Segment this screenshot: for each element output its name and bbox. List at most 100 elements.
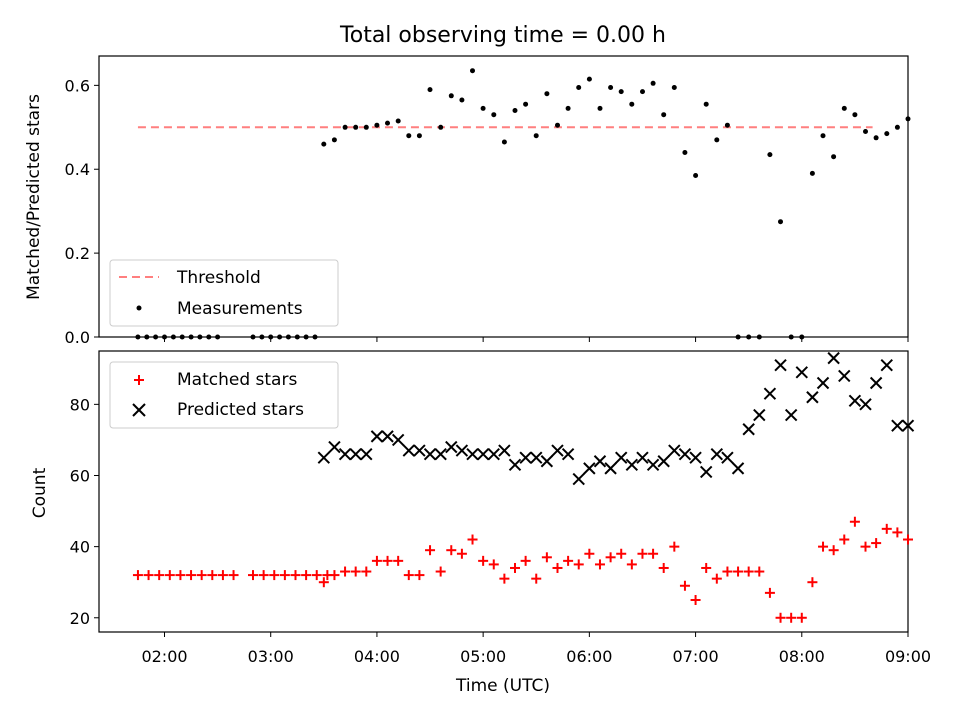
matched-star-marker (446, 545, 457, 556)
predicted-star-marker (753, 408, 766, 422)
matched-star-marker (849, 516, 860, 527)
measurement-point (576, 85, 582, 90)
matched-star-marker (722, 566, 733, 577)
predicted-star-marker (774, 359, 787, 372)
measurement-point (841, 105, 847, 111)
measurement-point (682, 150, 688, 155)
predicted-star-marker (795, 366, 808, 379)
predicted-star-marker (583, 462, 596, 475)
bottom-ytick-label: 40 (70, 538, 90, 557)
matched-star-marker (892, 527, 903, 538)
predicted-star-marker (646, 458, 660, 472)
measurement-point (703, 101, 709, 107)
matched-star-marker (132, 570, 143, 581)
predicted-star-marker (901, 419, 915, 432)
measurement-point (756, 334, 762, 340)
measurement-point (671, 85, 677, 90)
predicted-legend-swatch (132, 403, 146, 417)
measurement-point (778, 219, 783, 225)
predicted-star-marker (731, 462, 745, 475)
matched-star-marker (154, 570, 165, 581)
top-ytick-label: 0.4 (65, 160, 90, 179)
matched-star-marker (175, 570, 186, 581)
measurement-point (544, 91, 550, 97)
threshold-legend-label: Threshold (176, 268, 261, 288)
measurement-point (406, 133, 412, 139)
measurement-point (277, 334, 283, 340)
predicted-star-marker (869, 376, 883, 390)
matched-star-marker (754, 566, 765, 577)
xtick-label: 08:00 (779, 647, 825, 666)
measurement-point (873, 135, 879, 141)
predicted-star-marker (381, 430, 394, 443)
bottom-legend-box (109, 361, 339, 429)
measurement-point (303, 334, 309, 340)
measurement-point (321, 141, 327, 147)
measurement-point (714, 137, 720, 143)
matched-legend-swatch (134, 375, 144, 385)
measurement-point (586, 76, 592, 82)
matched-legend-label: Matched stars (177, 370, 297, 390)
xtick-label: 05:00 (460, 647, 506, 666)
measurement-point (197, 334, 203, 340)
matched-star-marker (881, 523, 892, 534)
measurement-point (501, 139, 507, 145)
predicted-legend-label: Predicted stars (177, 400, 304, 420)
measurement-point (153, 334, 159, 340)
measurements-legend-label: Measurements (177, 299, 303, 319)
measurement-point (512, 108, 518, 113)
matched-star-marker (164, 570, 175, 581)
predicted-star-marker (880, 359, 893, 372)
predicted-star-marker (721, 451, 734, 464)
measurement-point (259, 334, 265, 340)
measurements-legend-swatch (136, 305, 142, 311)
measurement-point (852, 112, 858, 118)
matched-star-marker (690, 594, 701, 605)
top-ytick-label: 0.0 (65, 328, 90, 347)
predicted-star-marker (423, 447, 437, 461)
bottom-xticks: 02:00 03:00 04:00 05:00 06:00 07:00 08:00 09:00 (141, 632, 931, 666)
matched-star-marker (371, 555, 382, 566)
measurement-point (448, 93, 454, 99)
measurement-point (459, 97, 465, 103)
matched-star-marker (207, 570, 218, 581)
matched-star-marker (616, 548, 627, 559)
predicted-star-marker (349, 447, 362, 461)
bottom-marks (132, 351, 915, 623)
matched-star-marker (143, 570, 154, 581)
matched-star-marker (269, 570, 280, 581)
predicted-star-marker (710, 447, 724, 461)
measurement-point (905, 116, 911, 122)
predicted-star-marker (625, 458, 639, 472)
chart-title: Total observing time = 0.00 h (339, 23, 666, 48)
measurement-point (863, 129, 868, 134)
matched-star-marker (350, 566, 361, 577)
measurement-point (250, 334, 256, 340)
bottom-yticks: 20 40 60 80 (70, 395, 99, 628)
predicted-star-marker (763, 387, 777, 400)
top-ytick-label: 0.6 (65, 76, 90, 95)
measurement-point (820, 133, 826, 139)
predicted-star-marker (678, 447, 692, 461)
matched-star-marker (290, 570, 301, 581)
measurement-point (144, 334, 150, 340)
measurement-point (884, 131, 890, 137)
matched-star-marker (311, 570, 322, 581)
measurement-point (724, 122, 730, 128)
measurement-point (650, 80, 656, 86)
bottom-ytick-label: 20 (70, 609, 90, 628)
measurement-point (746, 334, 752, 340)
predicted-star-marker (413, 444, 426, 457)
predicted-star-marker (657, 455, 670, 468)
predicted-star-marker (476, 447, 490, 461)
measurement-point (640, 89, 645, 95)
predicted-star-marker (593, 455, 607, 468)
matched-star-marker (648, 548, 659, 559)
bottom-ytick-label: 80 (70, 395, 90, 414)
predicted-star-marker (615, 451, 628, 464)
matched-star-marker (786, 612, 797, 623)
top-legend: Threshold Measurements (109, 259, 339, 327)
measurement-point (363, 124, 369, 130)
